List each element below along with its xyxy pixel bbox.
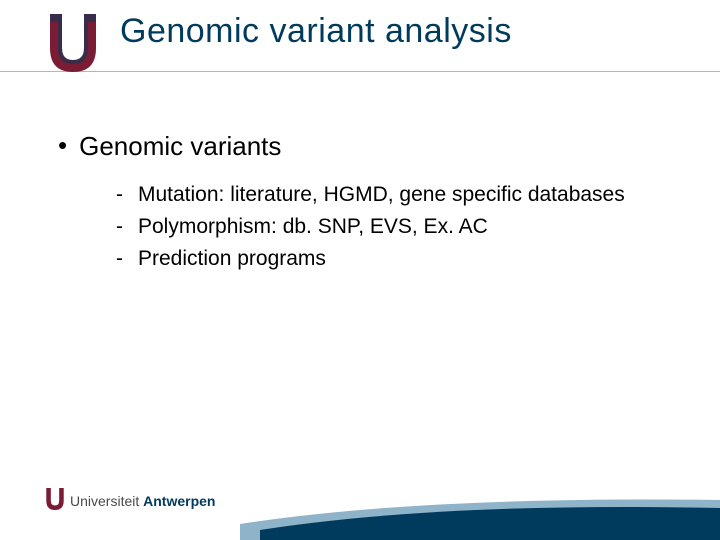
dash-marker-icon: - bbox=[116, 213, 128, 241]
content-area: • Genomic variants - Mutation: literatur… bbox=[58, 130, 658, 278]
sub-item-text: Prediction programs bbox=[138, 245, 326, 273]
footer-swoosh-icon bbox=[0, 490, 720, 540]
sub-item: - Polymorphism: db. SNP, EVS, Ex. AC bbox=[116, 213, 658, 241]
footer: Universiteit Antwerpen bbox=[0, 478, 720, 540]
sub-item: - Mutation: literature, HGMD, gene speci… bbox=[116, 181, 658, 209]
sub-item-text: Polymorphism: db. SNP, EVS, Ex. AC bbox=[138, 213, 488, 241]
header: Genomic variant analysis bbox=[0, 0, 720, 72]
bullet-marker-icon: • bbox=[58, 130, 67, 161]
dash-marker-icon: - bbox=[116, 181, 128, 209]
slide-title: Genomic variant analysis bbox=[120, 12, 512, 51]
sub-item-text: Mutation: literature, HGMD, gene specifi… bbox=[138, 181, 625, 209]
bullet-text: Genomic variants bbox=[79, 130, 281, 163]
university-u-logo-icon bbox=[44, 14, 102, 72]
dash-marker-icon: - bbox=[116, 245, 128, 273]
sub-item: - Prediction programs bbox=[116, 245, 658, 273]
sub-list: - Mutation: literature, HGMD, gene speci… bbox=[116, 181, 658, 274]
bullet-item: • Genomic variants bbox=[58, 130, 658, 163]
